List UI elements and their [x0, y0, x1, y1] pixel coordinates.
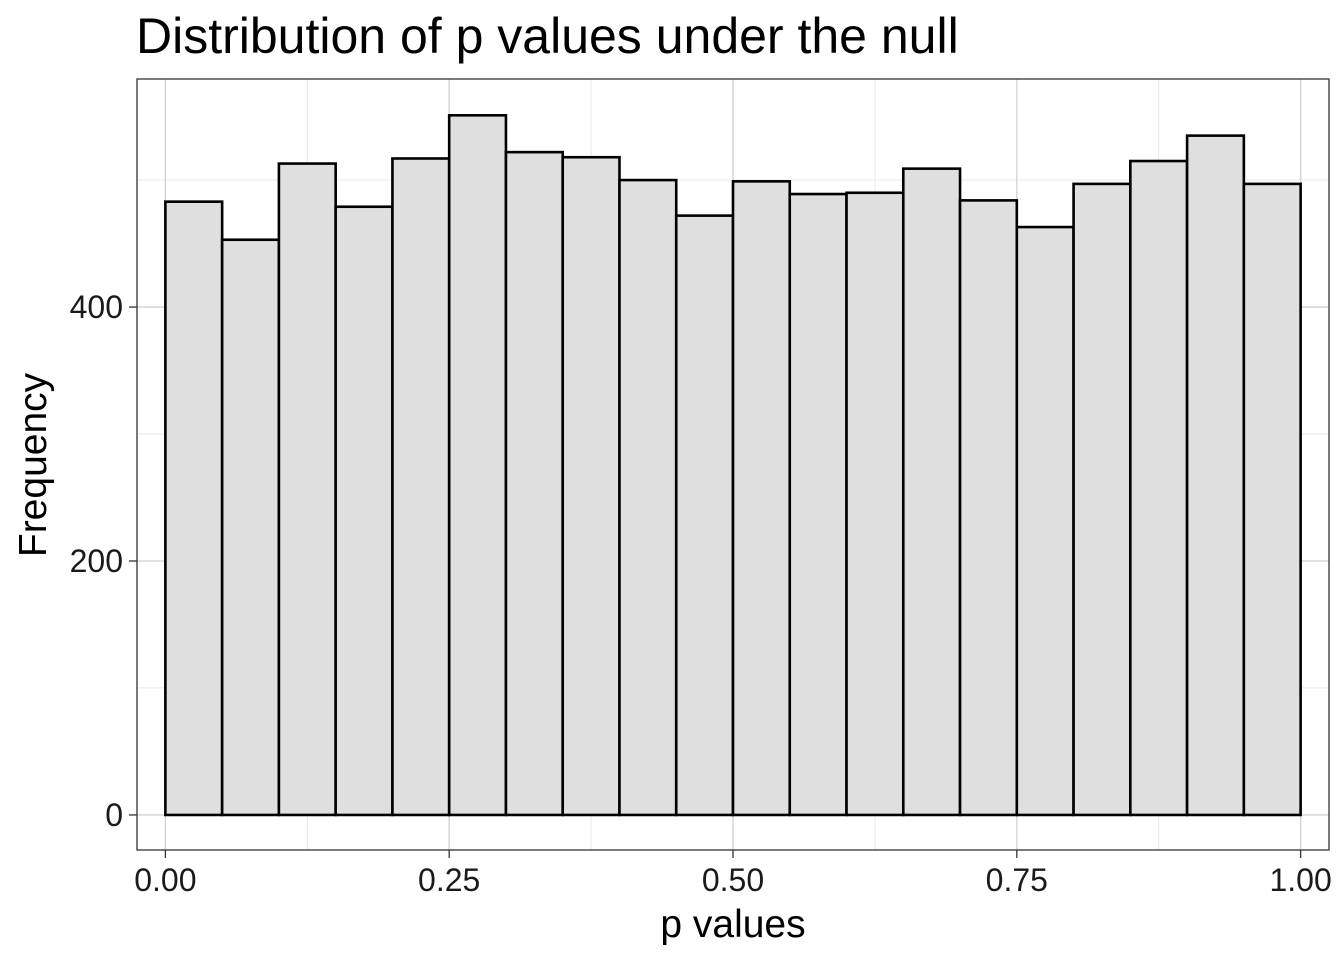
histogram-bar-18 [1129, 159, 1189, 817]
histogram-bars [164, 114, 1302, 817]
histogram-bar-14 [901, 167, 962, 817]
histogram-bar-4 [334, 205, 394, 817]
axis-ticks: 0.00 0.25 0.50 0.75 1.00 0 200 400 [70, 289, 1332, 898]
histogram-bar-5 [391, 157, 451, 817]
y-tick-label-0: 0 [105, 797, 123, 833]
y-tick-label-2: 400 [70, 289, 123, 325]
histogram-bar-16 [1015, 225, 1075, 817]
x-tick-label-1: 0.25 [418, 862, 480, 898]
histogram-bar-9 [618, 178, 678, 817]
histogram-bar-19 [1185, 134, 1246, 817]
histogram-bar-7 [504, 150, 565, 817]
histogram-bar-20 [1242, 182, 1302, 817]
histogram-bar-15 [958, 199, 1019, 817]
x-tick-label-3: 0.75 [986, 862, 1048, 898]
x-tick-label-0: 0.00 [134, 862, 196, 898]
y-tick-label-1: 200 [70, 543, 123, 579]
histogram-bar-12 [788, 192, 848, 817]
histogram-bar-2 [220, 238, 281, 817]
x-axis-label: p values [660, 903, 805, 946]
histogram-bar-10 [674, 214, 735, 817]
histogram-bar-13 [845, 191, 905, 817]
histogram-bar-11 [731, 180, 792, 817]
chart-title: Distribution of p values under the null [136, 8, 959, 64]
histogram-bar-3 [277, 162, 337, 817]
x-tick-label-4: 1.00 [1269, 862, 1331, 898]
histogram-bar-1 [164, 200, 224, 817]
histogram-bar-8 [561, 155, 621, 817]
x-tick-label-2: 0.50 [702, 862, 764, 898]
y-axis-label: Frequency [12, 372, 55, 557]
histogram-bar-17 [1072, 182, 1132, 817]
histogram-bar-6 [447, 114, 508, 817]
